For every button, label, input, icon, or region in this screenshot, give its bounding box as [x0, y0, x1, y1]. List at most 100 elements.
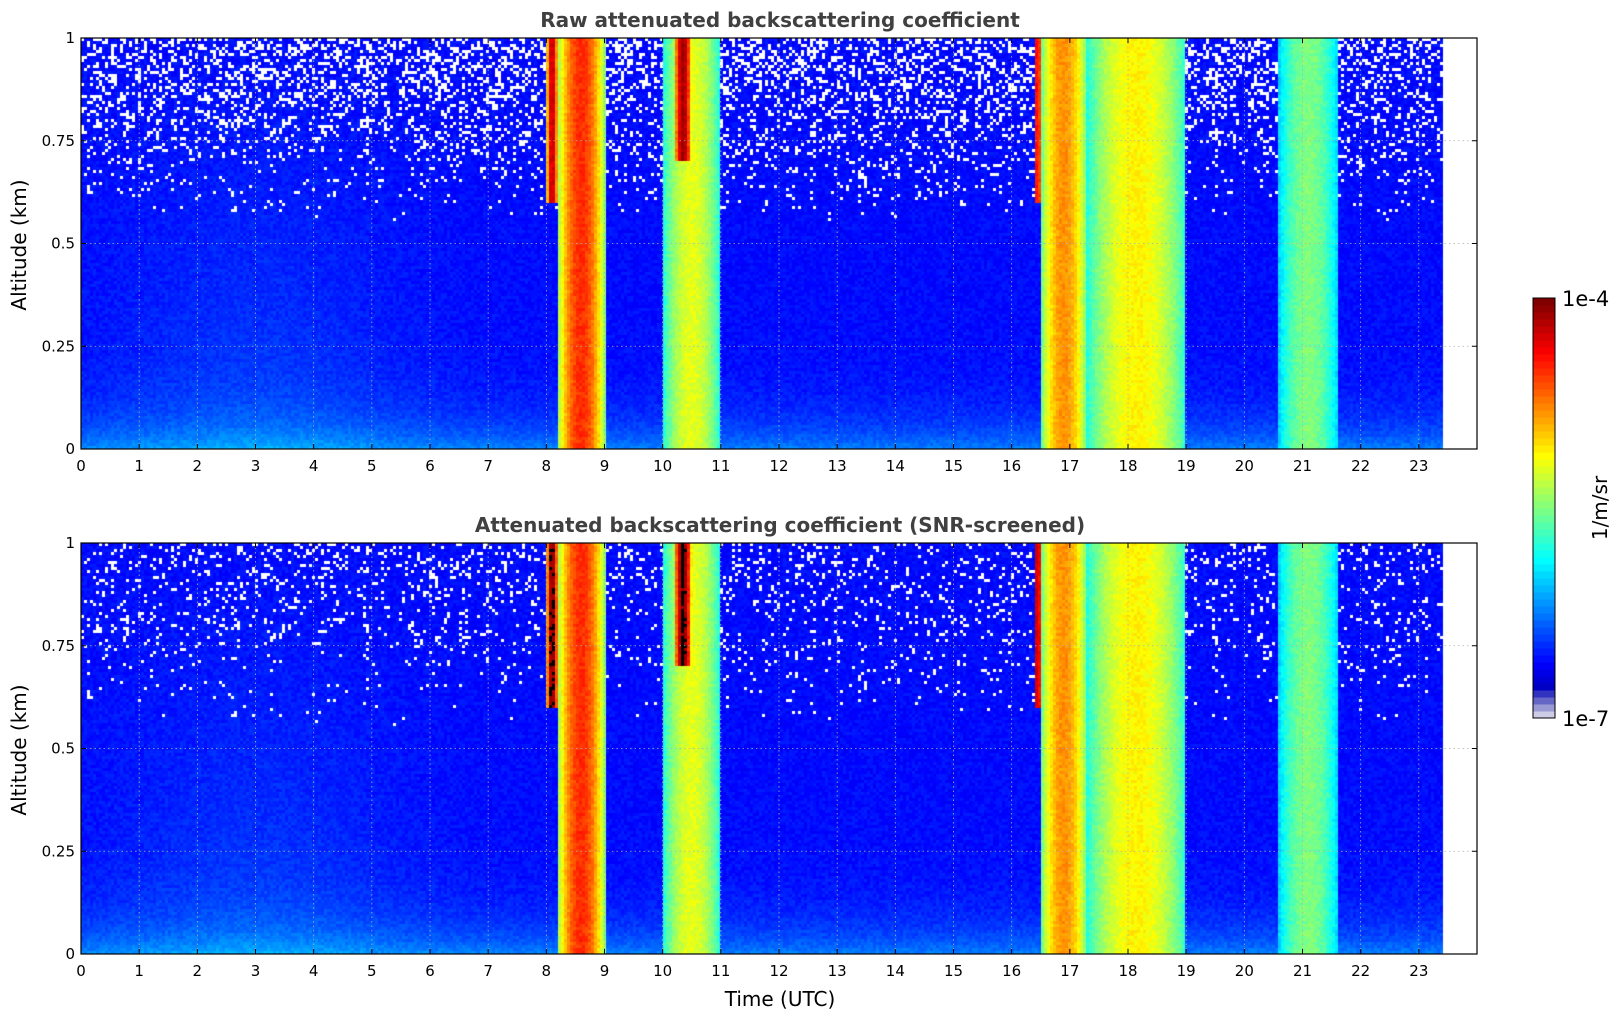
x-tick-label: 5	[367, 962, 377, 980]
y-tick-label: 1	[65, 534, 75, 552]
x-tick-label: 17	[1060, 962, 1079, 980]
colorbar-step	[1533, 697, 1555, 705]
x-tick-label: 20	[1235, 962, 1254, 980]
colorbar-step	[1533, 424, 1555, 432]
colorbar-step	[1533, 704, 1555, 712]
colorbar-step	[1533, 543, 1555, 551]
y-tick-label: 0	[65, 945, 75, 963]
colorbar-step	[1533, 620, 1555, 628]
y-tick-label: 0.5	[51, 740, 75, 758]
colorbar-step	[1533, 655, 1555, 663]
colorbar-step	[1533, 333, 1555, 341]
colorbar-step	[1533, 298, 1555, 306]
colorbar-step	[1533, 354, 1555, 362]
colorbar-min-label: 1e-7	[1562, 707, 1609, 731]
x-tick-label: 23	[1409, 962, 1428, 980]
colorbar-step	[1533, 438, 1555, 446]
x-tick-label: 7	[483, 457, 493, 475]
colorbar-step	[1533, 578, 1555, 586]
y-tick-label: 0.75	[42, 132, 75, 150]
colorbar-step	[1533, 375, 1555, 383]
colorbar-unit-label: 1/m/sr	[1588, 475, 1612, 540]
x-tick-label: 12	[769, 962, 788, 980]
colorbar-step	[1533, 522, 1555, 530]
colorbar-step	[1533, 452, 1555, 460]
colorbar-step	[1533, 445, 1555, 453]
x-tick-label: 12	[769, 457, 788, 475]
x-tick-label: 4	[309, 457, 319, 475]
top-y-ticks: 0 0.25 0.5 0.75 1	[42, 29, 1477, 458]
x-tick-label: 2	[193, 457, 203, 475]
x-tick-label: 10	[653, 457, 672, 475]
bottom-panel: Attenuated backscattering coefficient (S…	[7, 513, 1478, 1011]
x-tick-label: 6	[425, 962, 435, 980]
y-tick-label: 0.25	[42, 337, 75, 355]
y-tick-label: 1	[65, 29, 75, 47]
colorbar-step	[1533, 319, 1555, 327]
x-tick-label: 21	[1293, 457, 1312, 475]
x-tick-label: 11	[711, 962, 730, 980]
x-tick-label: 4	[309, 962, 319, 980]
colorbar-step	[1533, 403, 1555, 411]
x-tick-label: 9	[600, 457, 610, 475]
x-tick-label: 7	[483, 962, 493, 980]
colorbar-gradient	[1533, 298, 1555, 719]
x-tick-label: 10	[653, 962, 672, 980]
x-tick-label: 22	[1351, 457, 1370, 475]
colorbar-step	[1533, 536, 1555, 544]
colorbar-step	[1533, 550, 1555, 558]
x-tick-label: 8	[542, 457, 552, 475]
colorbar-step	[1533, 662, 1555, 670]
x-tick-label: 3	[251, 457, 261, 475]
colorbar-step	[1533, 690, 1555, 698]
x-tick-label: 1	[134, 457, 144, 475]
colorbar-step	[1533, 494, 1555, 502]
colorbar-step	[1533, 557, 1555, 565]
y-tick-label: 0	[65, 440, 75, 458]
colorbar-step	[1533, 340, 1555, 348]
x-tick-label: 19	[1177, 962, 1196, 980]
colorbar-step	[1533, 473, 1555, 481]
bottom-y-axis-label: Altitude (km)	[7, 684, 31, 815]
x-axis-label: Time (UTC)	[724, 987, 836, 1011]
colorbar-step	[1533, 305, 1555, 313]
colorbar-step	[1533, 641, 1555, 649]
colorbar-step	[1533, 529, 1555, 537]
top-x-ticks: 0 1 2 3 4 5 6 7 8 9 10 11 12 13 14 15 16 17 18 19 20 21 22 23	[76, 38, 1428, 475]
colorbar-frame	[1532, 297, 1556, 719]
x-tick-label: 19	[1177, 457, 1196, 475]
colorbar-step	[1533, 466, 1555, 474]
colorbar-step	[1533, 480, 1555, 488]
x-tick-label: 18	[1118, 962, 1137, 980]
colorbar-step	[1533, 389, 1555, 397]
x-tick-label: 0	[76, 962, 86, 980]
colorbar-step	[1533, 347, 1555, 355]
y-tick-label: 0.25	[42, 842, 75, 860]
colorbar-step	[1533, 592, 1555, 600]
colorbar-step	[1533, 571, 1555, 579]
x-tick-label: 15	[944, 962, 963, 980]
colorbar-step	[1533, 683, 1555, 691]
colorbar-step	[1533, 599, 1555, 607]
colorbar-step	[1533, 368, 1555, 376]
colorbar: 1e-4 1e-7 1/m/sr	[1532, 287, 1612, 731]
x-tick-label: 15	[944, 457, 963, 475]
x-tick-label: 9	[600, 962, 610, 980]
colorbar-step	[1533, 613, 1555, 621]
colorbar-step	[1533, 396, 1555, 404]
y-tick-label: 0.5	[51, 235, 75, 253]
bottom-y-ticks: 0 0.25 0.5 0.75 1	[42, 534, 1477, 963]
colorbar-step	[1533, 501, 1555, 509]
x-tick-label: 23	[1409, 457, 1428, 475]
colorbar-step	[1533, 382, 1555, 390]
x-tick-label: 1	[134, 962, 144, 980]
x-tick-label: 5	[367, 457, 377, 475]
top-y-axis-label: Altitude (km)	[7, 179, 31, 310]
x-tick-label: 3	[251, 962, 261, 980]
x-tick-label: 13	[828, 457, 847, 475]
colorbar-step	[1533, 361, 1555, 369]
x-tick-label: 17	[1060, 457, 1079, 475]
top-panel: Raw attenuated backscattering coefficien…	[7, 8, 1478, 475]
colorbar-step	[1533, 606, 1555, 614]
colorbar-step	[1533, 487, 1555, 495]
